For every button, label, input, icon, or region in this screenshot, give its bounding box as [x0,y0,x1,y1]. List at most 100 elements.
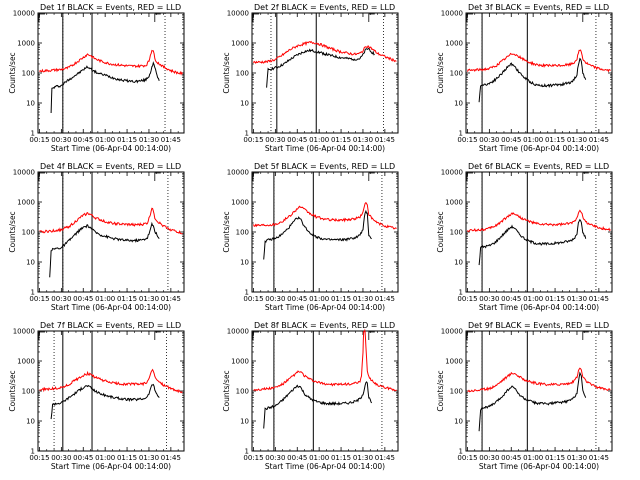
panel-title: Det 4f BLACK = Events, RED = LLD [40,162,181,171]
x-tick-label: 01:30 [567,136,587,144]
plot-frame [37,171,185,293]
plot-frame [465,171,613,293]
y-tick-label: 1000 [231,40,249,48]
lld-series-line [467,209,611,233]
interval-bracket-mark [252,331,259,340]
interval-bracket-mark [38,331,45,340]
x-tick-label: 01:30 [139,295,159,303]
x-tick-label: 00:45 [501,295,521,303]
panel-title: Det 9f BLACK = Events, RED = LLD [468,321,609,330]
y-tick-label: 10000 [13,10,35,18]
y-axis-label: Counts/sec [8,211,17,252]
y-tick-label: 1 [31,130,35,138]
y-tick-label: 10000 [441,328,463,336]
y-tick-label: 100 [236,70,249,78]
y-axis-label: Counts/sec [222,370,231,411]
y-tick-label: 10 [240,418,249,426]
y-tick-label: 100 [236,229,249,237]
x-tick-label: 01:45 [589,136,609,144]
x-tick-label: 00:30 [51,136,71,144]
detector-panel: Det 6f BLACK = Events, RED = LLD 1 10 100 10… [436,162,613,312]
detector-panel: Det 4f BLACK = Events, RED = LLD 1 10 100 10… [8,162,185,312]
x-tick-label: 00:45 [287,454,307,462]
panel-title: Det 3f BLACK = Events, RED = LLD [468,3,609,12]
y-tick-label: 1000 [445,358,463,366]
x-tick-label: 01:00 [309,454,329,462]
x-tick-label: 01:45 [589,295,609,303]
events-series-line [50,61,160,114]
x-axis-label: Start Time (06-Apr-04 00:14:00) [479,462,599,471]
y-axis-label: Counts/sec [436,370,445,411]
interval-bracket-mark [368,172,375,181]
x-tick-label: 00:30 [51,454,71,462]
x-tick-label: 01:15 [545,454,565,462]
y-tick-label: 1000 [231,199,249,207]
events-series-line [478,218,587,266]
interval-bracket-mark [154,172,161,181]
x-tick-label: 01:45 [375,136,395,144]
y-tick-label: 100 [450,70,463,78]
plot-frame [37,12,185,134]
x-tick-label: 01:30 [567,454,587,462]
y-tick-label: 1 [245,448,249,456]
interval-bracket-mark [252,13,259,22]
y-tick-label: 10000 [13,328,35,336]
x-tick-label: 01:45 [589,454,609,462]
x-tick-label: 01:45 [161,295,181,303]
detector-panel: Det 5f BLACK = Events, RED = LLD 1 10 100 10… [222,162,399,312]
y-tick-label: 1 [245,289,249,297]
x-tick-label: 01:00 [309,295,329,303]
events-series-line [478,57,587,103]
interval-bracket-mark [582,172,589,181]
y-axis-label: Counts/sec [436,211,445,252]
x-tick-label: 00:45 [73,454,93,462]
x-tick-label: 00:45 [73,295,93,303]
x-tick-label: 00:45 [501,454,521,462]
y-axis-label: Counts/sec [8,370,17,411]
x-tick-label: 01:30 [139,454,159,462]
y-tick-label: 1000 [17,358,35,366]
y-tick-label: 10 [454,418,463,426]
y-axis-label: Counts/sec [222,52,231,93]
y-axis-label: Counts/sec [222,211,231,252]
events-series-line [50,383,160,420]
lld-series-line [39,207,183,235]
x-tick-label: 01:15 [545,295,565,303]
interval-bracket-mark [582,13,589,22]
x-tick-label: 00:30 [265,454,285,462]
x-tick-label: 01:30 [353,295,373,303]
x-tick-label: 01:15 [117,454,137,462]
x-tick-label: 00:30 [479,295,499,303]
x-tick-label: 01:45 [375,454,395,462]
events-series-line [263,381,373,429]
y-axis-label: Counts/sec [8,52,17,93]
interval-bracket-mark [38,13,45,22]
y-tick-label: 1000 [445,40,463,48]
x-tick-label: 00:15 [243,295,263,303]
lld-series-line [467,367,611,393]
y-tick-label: 1 [459,448,463,456]
interval-bracket-mark [582,331,589,340]
x-tick-label: 01:30 [139,136,159,144]
x-tick-label: 00:15 [29,295,49,303]
y-tick-label: 100 [22,388,35,396]
plot-frame [465,12,613,134]
y-tick-label: 10 [26,100,35,108]
x-tick-label: 00:15 [457,295,477,303]
y-tick-label: 10 [454,100,463,108]
y-tick-label: 1000 [231,358,249,366]
lld-series-line [253,201,397,230]
y-tick-label: 10 [240,259,249,267]
interval-bracket-mark [466,331,473,340]
x-tick-label: 01:00 [523,454,543,462]
x-tick-label: 00:45 [287,136,307,144]
y-tick-label: 100 [22,229,35,237]
x-tick-label: 00:15 [457,454,477,462]
y-tick-label: 10 [26,418,35,426]
x-tick-label: 01:15 [331,136,351,144]
y-tick-label: 10 [26,259,35,267]
detector-panel: Det 3f BLACK = Events, RED = LLD 1 10 100 10… [436,3,613,153]
events-series-line [49,221,160,278]
x-tick-label: 01:00 [309,136,329,144]
